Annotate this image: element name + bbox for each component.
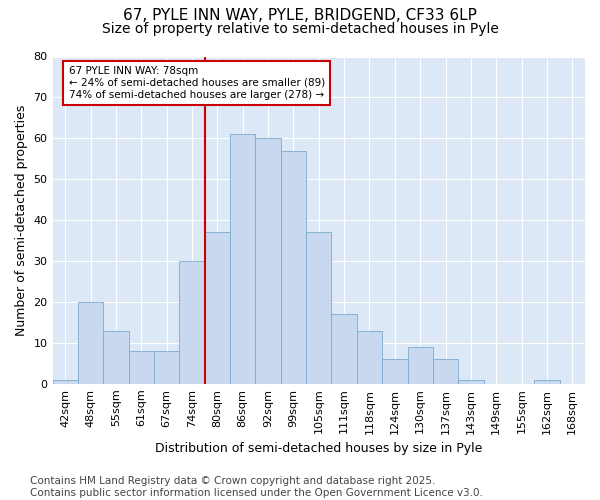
Text: Size of property relative to semi-detached houses in Pyle: Size of property relative to semi-detach… [101,22,499,36]
Bar [306,232,331,384]
Text: Contains HM Land Registry data © Crown copyright and database right 2025.
Contai: Contains HM Land Registry data © Crown c… [30,476,483,498]
Y-axis label: Number of semi-detached properties: Number of semi-detached properties [15,104,28,336]
Text: 67, PYLE INN WAY, PYLE, BRIDGEND, CF33 6LP: 67, PYLE INN WAY, PYLE, BRIDGEND, CF33 6… [123,8,477,22]
Bar [128,351,154,384]
Bar [230,134,256,384]
Bar [103,330,128,384]
Bar [458,380,484,384]
Bar [357,330,382,384]
Bar [205,232,230,384]
Bar [281,150,306,384]
Bar [256,138,281,384]
X-axis label: Distribution of semi-detached houses by size in Pyle: Distribution of semi-detached houses by … [155,442,482,455]
Bar [407,347,433,384]
Bar [179,261,205,384]
Bar [534,380,560,384]
Bar [382,360,407,384]
Bar [331,314,357,384]
Text: 67 PYLE INN WAY: 78sqm
← 24% of semi-detached houses are smaller (89)
74% of sem: 67 PYLE INN WAY: 78sqm ← 24% of semi-det… [68,66,325,100]
Bar [78,302,103,384]
Bar [154,351,179,384]
Bar [53,380,78,384]
Bar [433,360,458,384]
